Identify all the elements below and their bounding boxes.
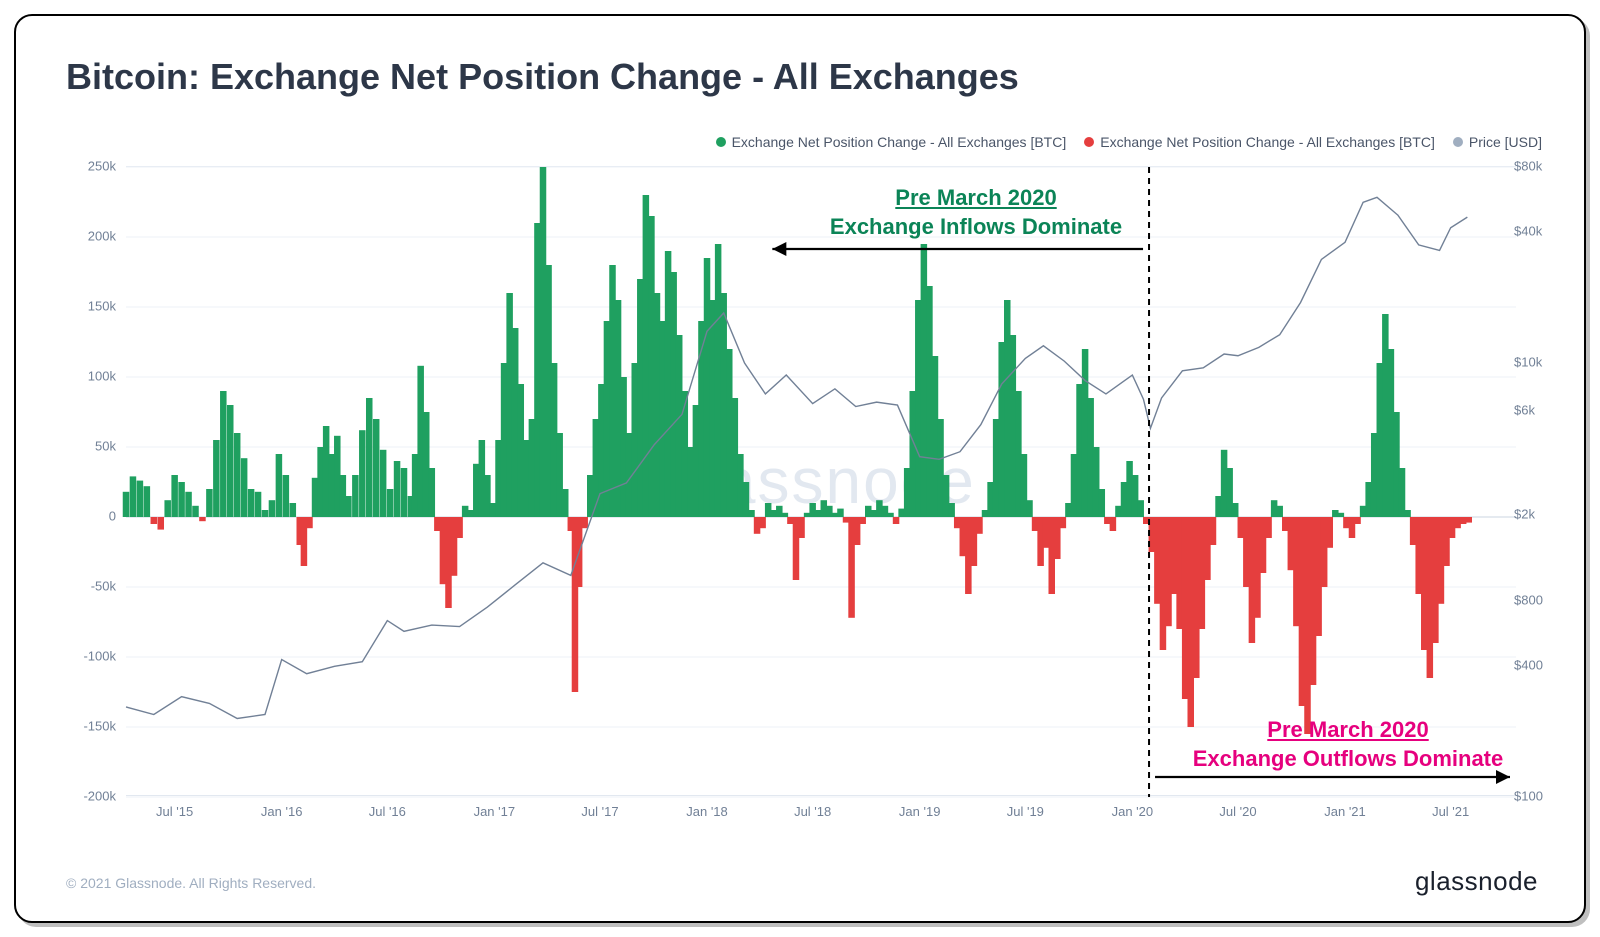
y-right-tick-label: $6k (1514, 403, 1574, 418)
legend: Exchange Net Position Change - All Excha… (716, 134, 1542, 150)
y-left-tick-label: -100k (26, 649, 116, 664)
y-left-tick-label: 250k (26, 159, 116, 174)
y-right-tick-label: $100 (1514, 789, 1574, 804)
y-right-tick-label: $2k (1514, 506, 1574, 521)
y-left-tick-label: 100k (26, 369, 116, 384)
brand-logo: glassnode (1415, 866, 1538, 897)
y-left-tick-label: -200k (26, 789, 116, 804)
legend-dot-green (716, 137, 726, 147)
y-right-tick-label: $80k (1514, 159, 1574, 174)
legend-label-price: Price [USD] (1469, 134, 1542, 150)
x-tick-label: Jul '16 (357, 804, 417, 819)
x-tick-label: Jan '17 (464, 804, 524, 819)
legend-item-green: Exchange Net Position Change - All Excha… (716, 134, 1067, 150)
annotation-inflows-line1: Pre March 2020 (776, 184, 1176, 213)
legend-dot-red (1084, 137, 1094, 147)
annotation-outflows-line1: Pre March 2020 (1168, 716, 1528, 745)
x-tick-label: Jul '17 (570, 804, 630, 819)
legend-item-red: Exchange Net Position Change - All Excha… (1084, 134, 1435, 150)
y-right-tick-label: $800 (1514, 593, 1574, 608)
y-right-tick-label: $10k (1514, 354, 1574, 369)
y-right-tick-label: $400 (1514, 658, 1574, 673)
x-tick-label: Jan '19 (890, 804, 950, 819)
x-tick-label: Jul '19 (995, 804, 1055, 819)
x-tick-label: Jul '21 (1421, 804, 1481, 819)
x-tick-label: Jul '20 (1208, 804, 1268, 819)
annotation-outflows-line2: Exchange Outflows Dominate (1168, 745, 1528, 774)
y-left-tick-label: 150k (26, 299, 116, 314)
x-tick-label: Jan '16 (252, 804, 312, 819)
y-left-tick-label: -150k (26, 719, 116, 734)
x-tick-label: Jan '18 (677, 804, 737, 819)
y-left-tick-label: 0 (26, 509, 116, 524)
x-tick-label: Jan '20 (1102, 804, 1162, 819)
annotation-outflows: Pre March 2020 Exchange Outflows Dominat… (1168, 716, 1528, 773)
legend-label-green: Exchange Net Position Change - All Excha… (732, 134, 1067, 150)
chart-plot-area: glassnode (126, 166, 1516, 796)
chart-frame: Bitcoin: Exchange Net Position Change - … (14, 14, 1586, 923)
copyright: © 2021 Glassnode. All Rights Reserved. (66, 875, 316, 891)
y-left-tick-label: 50k (26, 439, 116, 454)
chart-title: Bitcoin: Exchange Net Position Change - … (66, 56, 1019, 98)
annotation-inflows-line2: Exchange Inflows Dominate (776, 213, 1176, 242)
y-right-tick-label: $40k (1514, 224, 1574, 239)
x-tick-label: Jul '18 (783, 804, 843, 819)
legend-dot-price (1453, 137, 1463, 147)
chart-svg (126, 167, 1516, 795)
annotation-inflows: Pre March 2020 Exchange Inflows Dominate (776, 184, 1176, 241)
legend-label-red: Exchange Net Position Change - All Excha… (1100, 134, 1435, 150)
y-left-tick-label: -50k (26, 579, 116, 594)
y-left-tick-label: 200k (26, 229, 116, 244)
x-tick-label: Jul '15 (145, 804, 205, 819)
x-tick-label: Jan '21 (1315, 804, 1375, 819)
legend-item-price: Price [USD] (1453, 134, 1542, 150)
